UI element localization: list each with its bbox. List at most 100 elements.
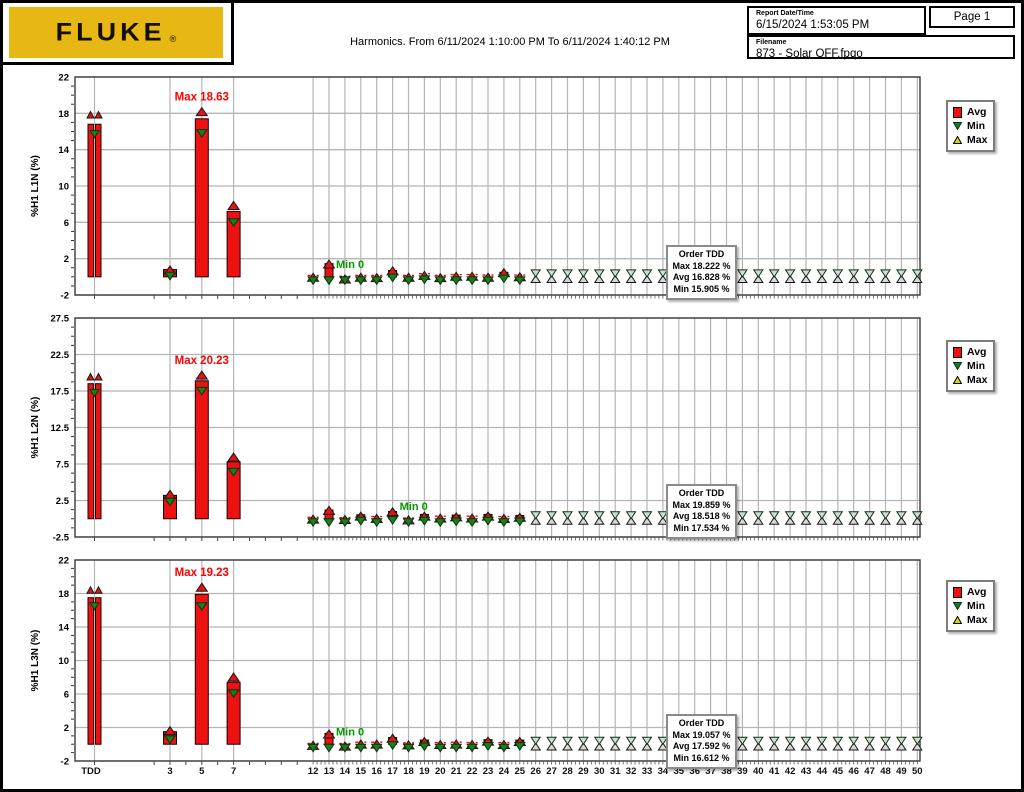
idle-max-marker-h40 xyxy=(752,274,764,283)
y-tick-label: 2.5 xyxy=(56,496,70,507)
min-marker-h15 xyxy=(354,743,367,753)
idle-max-marker-h43 xyxy=(800,274,812,283)
idle-min-marker-h39 xyxy=(736,511,748,520)
min-marker-h3 xyxy=(164,497,176,507)
max-marker-h5 xyxy=(195,582,209,592)
idle-min-marker-h28 xyxy=(562,269,573,278)
idle-max-marker-h45 xyxy=(832,274,844,283)
min-marker-h3 xyxy=(164,271,176,281)
idle-max-marker-h43 xyxy=(800,516,812,525)
idle-max-marker-h47 xyxy=(864,274,876,283)
legend-chart-l1n: Avg Min Max xyxy=(946,100,995,152)
idle-min-marker-h33 xyxy=(641,511,653,520)
bar-tdd xyxy=(87,383,94,520)
min-marker-h21 xyxy=(450,517,463,527)
legend-min-label: Min xyxy=(967,120,986,132)
y-tick-label: 6 xyxy=(64,690,69,701)
min-marker-tdd xyxy=(89,130,100,139)
x-tick-label: 17 xyxy=(387,766,398,777)
max-annotation: Max 18.63 xyxy=(175,92,229,104)
report-datetime-label: Report Date/Time xyxy=(756,10,814,17)
min-marker-h17 xyxy=(386,741,399,751)
idle-max-marker-h39 xyxy=(736,274,748,283)
max-marker-h7 xyxy=(227,200,241,210)
min-marker-h17 xyxy=(386,273,399,283)
max-triangle-icon xyxy=(953,616,962,624)
idle-max-marker-h41 xyxy=(768,742,780,751)
order-tdd-avg: Avg 17.592 % xyxy=(672,741,731,751)
x-tick-label: 29 xyxy=(578,766,589,777)
idle-min-marker-h43 xyxy=(800,269,812,278)
min-marker-h12 xyxy=(307,276,320,286)
max-marker-tdd xyxy=(94,372,103,381)
idle-min-marker-h48 xyxy=(880,269,891,278)
idle-min-marker-h48 xyxy=(880,736,891,746)
idle-min-marker-h40 xyxy=(752,269,764,278)
idle-max-marker-h32 xyxy=(625,742,637,751)
legend-min-label: Min xyxy=(967,360,986,372)
page-number: Page 1 xyxy=(953,11,991,23)
min-marker-h12 xyxy=(307,743,320,753)
legend-item-avg: Avg xyxy=(953,345,989,359)
x-tick-label: 39 xyxy=(737,766,748,777)
idle-max-marker-h31 xyxy=(609,274,621,283)
avg-bar-icon xyxy=(953,586,962,598)
order-tdd-title: Order TDD xyxy=(678,718,725,728)
legend-max-label: Max xyxy=(967,134,988,146)
x-tick-label: 26 xyxy=(530,766,541,777)
x-tick-label: 25 xyxy=(515,766,526,777)
legend-item-min: Min xyxy=(953,599,989,613)
min-marker-h18 xyxy=(402,518,415,528)
x-tick-label: 27 xyxy=(546,766,557,777)
x-tick-label: 33 xyxy=(642,766,653,777)
idle-min-marker-h41 xyxy=(768,736,780,746)
idle-min-marker-h27 xyxy=(546,736,558,746)
idle-max-marker-h45 xyxy=(832,516,844,525)
x-tick-label: 50 xyxy=(912,766,923,777)
min-marker-h25 xyxy=(513,276,526,286)
min-marker-h5 xyxy=(195,602,208,612)
idle-max-marker-h27 xyxy=(546,516,558,525)
min-triangle-icon xyxy=(953,122,962,130)
harmonics-chart-3: 22 18 14 10 6 2 -2 Max 19.23 Min 0 %H1 L3N (%) TDD… xyxy=(30,556,923,777)
order-tdd-min: Min 17.534 % xyxy=(673,522,730,533)
idle-min-marker-h45 xyxy=(832,736,844,746)
min-marker-h16 xyxy=(370,518,383,528)
x-tick-label: 35 xyxy=(674,766,685,777)
legend-item-avg: Avg xyxy=(953,585,989,599)
order-tdd-max: Max 18.222 % xyxy=(672,260,731,271)
min-marker-h18 xyxy=(402,743,415,753)
idle-max-marker-h34 xyxy=(657,274,669,283)
idle-max-marker-h31 xyxy=(609,516,621,525)
harmonics-chart-2: 27.5 22.5 17.5 12.5 7.5 2.5 -2.5 Max 20.23 Min 0… xyxy=(30,314,923,544)
min-marker-h14 xyxy=(338,276,351,286)
y-tick-label: 17.5 xyxy=(51,387,70,398)
min-marker-h7 xyxy=(227,689,240,699)
idle-min-marker-h49 xyxy=(895,511,907,520)
x-tick-label: 41 xyxy=(769,766,780,777)
idle-min-marker-h32 xyxy=(625,511,637,520)
idle-min-marker-h34 xyxy=(657,269,669,278)
x-tick-label: 47 xyxy=(864,766,875,777)
idle-max-marker-h42 xyxy=(784,742,796,751)
x-tick-label: 40 xyxy=(753,766,764,777)
filename-value: 873 - Solar OFF.fpqo xyxy=(756,48,863,60)
order-tdd-box-l1n: Order TDD Max 18.222 % Avg 16.828 % Min … xyxy=(666,245,737,300)
idle-min-marker-h33 xyxy=(641,736,653,746)
y-tick-label: 2 xyxy=(64,254,69,265)
y-tick-label: -2 xyxy=(61,757,69,768)
filename-label: Filename xyxy=(756,39,787,46)
y-tick-label: 18 xyxy=(58,589,69,600)
idle-max-marker-h48 xyxy=(880,742,891,751)
idle-min-marker-h33 xyxy=(641,269,653,278)
idle-min-marker-h50 xyxy=(911,269,923,278)
idle-min-marker-h30 xyxy=(593,511,605,520)
report-datetime-box: Report Date/Time 6/15/2024 1:53:05 PM xyxy=(747,6,926,35)
x-tick-label: 31 xyxy=(610,766,621,777)
idle-min-marker-h46 xyxy=(848,736,860,746)
idle-min-marker-h40 xyxy=(752,511,764,520)
legend-min-label: Min xyxy=(967,600,986,612)
x-tick-label: 44 xyxy=(817,766,828,777)
